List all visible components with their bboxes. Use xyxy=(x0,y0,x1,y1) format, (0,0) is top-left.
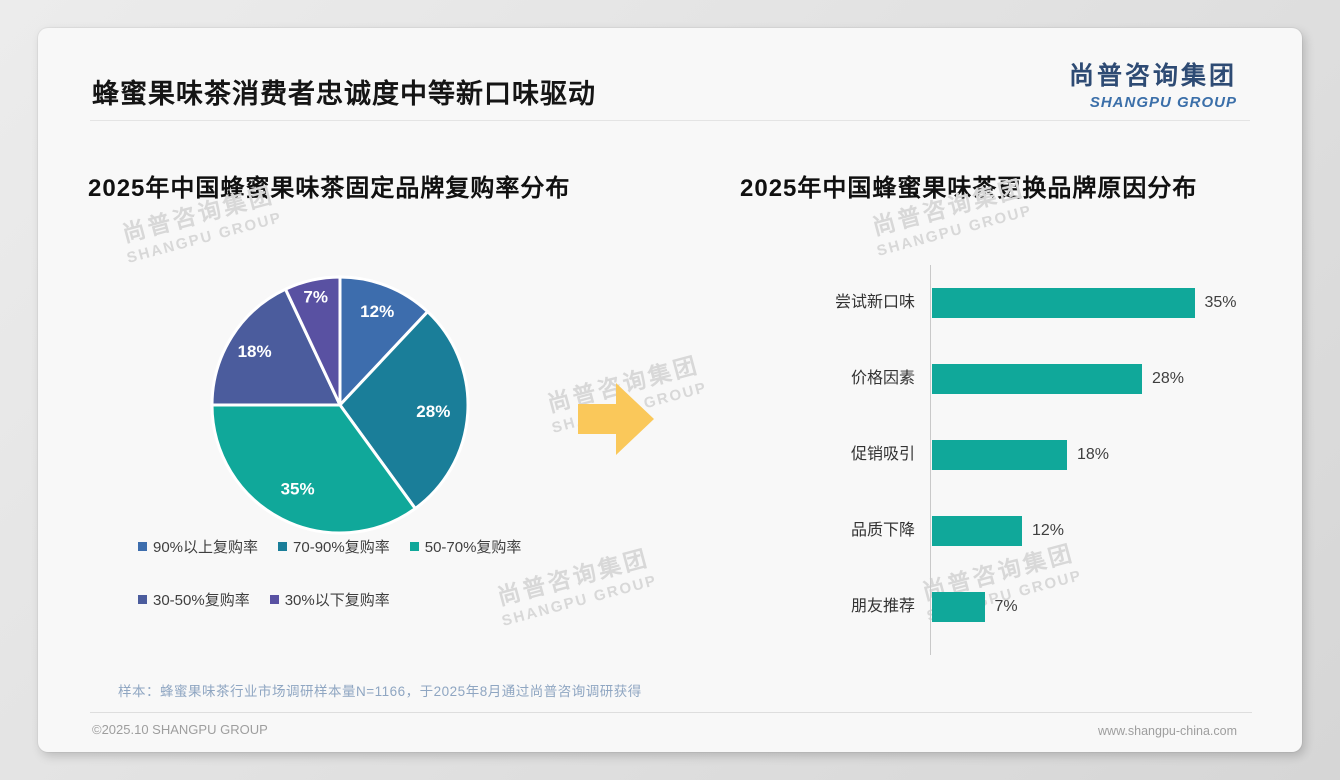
bar-row: 朋友推荐 7% xyxy=(750,592,1295,622)
slide-card: 蜂蜜果味茶消费者忠诚度中等新口味驱动 尚普咨询集团 SHANGPU GROUP … xyxy=(38,28,1302,752)
pie-slice-label: 12% xyxy=(360,302,394,321)
bar xyxy=(932,364,1142,394)
company-logo: 尚普咨询集团 SHANGPU GROUP xyxy=(1069,56,1237,111)
pie-slice-label: 35% xyxy=(281,479,315,498)
footer-website: www.shangpu-china.com xyxy=(1098,724,1237,738)
bar-category-label: 尝试新口味 xyxy=(834,294,915,311)
bar-row: 尝试新口味 35% xyxy=(750,288,1295,318)
bar-category-label: 价格因素 xyxy=(850,370,915,387)
bar-row: 促销吸引 18% xyxy=(750,440,1295,470)
header-divider xyxy=(90,120,1250,121)
bar xyxy=(932,592,985,622)
bar-row: 品质下降 12% xyxy=(750,516,1295,546)
pie-legend: 90%以上复购率 70-90%复购率 50-70%复购率 30-50%复购率 30%以下… xyxy=(138,536,588,610)
legend-swatch-icon xyxy=(138,542,147,551)
bar-value-label: 18% xyxy=(1077,446,1110,463)
bar-value-label: 28% xyxy=(1152,370,1185,387)
bar-chart: 尝试新口味 35% 价格因素 28% 促销吸引 18% 品质下降 12% 朋友推荐 7% xyxy=(750,265,1295,657)
bar-chart-title: 2025年中国蜂蜜果味茶更换品牌原因分布 xyxy=(740,175,1198,202)
pie-chart: 12% 28% 35% 18% 7% xyxy=(190,255,490,555)
bar-chart-axis-line xyxy=(930,265,931,655)
legend-label: 30%以下复购率 xyxy=(284,592,390,609)
bar-value-label: 35% xyxy=(1204,294,1237,311)
bar xyxy=(932,288,1195,318)
bar-value-label: 12% xyxy=(1032,522,1065,539)
bar-category-label: 朋友推荐 xyxy=(850,598,915,615)
logo-chinese-text: 尚普咨询集团 xyxy=(1068,62,1237,90)
legend-item: 50-70%复购率 xyxy=(409,536,522,557)
pie-slice xyxy=(210,287,342,407)
sample-note: 样本：蜂蜜果味茶行业市场调研样本量N=1166，于2025年8月通过尚普咨询调研… xyxy=(118,684,642,699)
legend-item: 70-90%复购率 xyxy=(278,536,390,557)
pie-slice xyxy=(338,310,470,511)
pie-slice xyxy=(284,275,342,407)
bar-category-label: 促销吸引 xyxy=(850,446,915,463)
legend-label: 90%以上复购率 xyxy=(153,539,259,556)
legend-swatch-icon xyxy=(278,542,288,551)
footer-copyright: ©2025.10 SHANGPU GROUP xyxy=(92,722,268,737)
legend-label: 30-50%复购率 xyxy=(153,592,250,609)
legend-swatch-icon xyxy=(138,595,147,604)
arrow-right-icon xyxy=(578,383,654,460)
pie-chart-title: 2025年中国蜂蜜果味茶固定品牌复购率分布 xyxy=(88,175,571,202)
legend-item: 30-50%复购率 xyxy=(138,589,250,610)
footer-divider xyxy=(90,712,1252,713)
bar-category-label: 品质下降 xyxy=(850,522,915,539)
pie-slice-label: 7% xyxy=(303,287,328,306)
logo-english-text: SHANGPU GROUP xyxy=(1089,94,1237,111)
legend-label: 70-90%复购率 xyxy=(293,539,390,556)
bar-row: 价格因素 28% xyxy=(750,364,1295,394)
bar-value-label: 7% xyxy=(994,598,1018,615)
pie-slice xyxy=(210,403,417,535)
pie-slice-label: 18% xyxy=(238,342,272,361)
bar xyxy=(932,516,1022,546)
pie-slice xyxy=(338,275,430,407)
page-title: 蜂蜜果味茶消费者忠诚度中等新口味驱动 xyxy=(92,79,596,109)
legend-swatch-icon xyxy=(269,595,279,604)
pie-svg: 12% 28% 35% 18% 7% xyxy=(210,275,470,535)
pie-slice-label: 28% xyxy=(416,402,450,421)
legend-swatch-icon xyxy=(409,542,419,551)
legend-item: 90%以上复购率 xyxy=(138,536,258,557)
bar xyxy=(932,440,1067,470)
legend-item: 30%以下复购率 xyxy=(269,589,390,610)
legend-label: 50-70%复购率 xyxy=(424,539,522,556)
